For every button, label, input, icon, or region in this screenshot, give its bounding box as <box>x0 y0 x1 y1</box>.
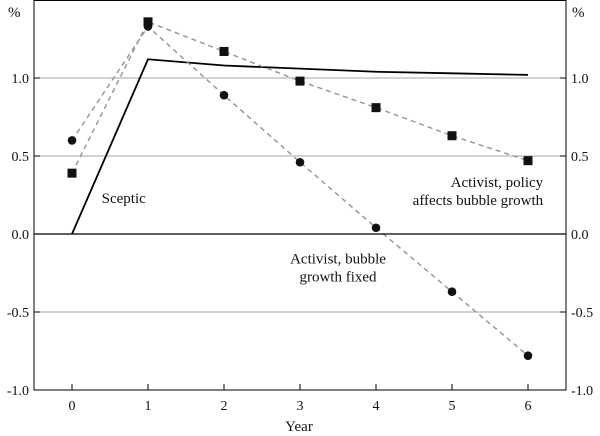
x-tick-label: 0 <box>69 399 76 414</box>
y-tick-label-right: 0.0 <box>571 228 589 243</box>
y-tick-label-right: 1.0 <box>571 72 589 87</box>
x-tick-label: 6 <box>525 399 532 414</box>
x-tick-label: 1 <box>145 399 152 414</box>
y-tick-label-left: 1.0 <box>12 72 30 87</box>
series-2 <box>67 22 533 360</box>
series-1 <box>67 17 533 178</box>
series-layer <box>67 17 533 360</box>
series-0 <box>71 58 529 235</box>
series-annotation: Activist, bubble growth fixed <box>290 252 386 286</box>
data-point-square <box>523 156 533 166</box>
data-point-square <box>371 103 381 113</box>
data-point-circle <box>143 22 153 31</box>
y-tick-label-left: 0.0 <box>12 228 30 243</box>
x-tick-label: 4 <box>373 399 380 414</box>
x-tick-label: 5 <box>449 399 456 414</box>
annotation-line: Activist, bubble <box>290 252 386 268</box>
data-point-circle <box>371 223 381 233</box>
series-annotation: Sceptic <box>102 191 146 207</box>
data-point-square <box>447 131 457 141</box>
y-tick-label-left: -0.5 <box>7 306 29 321</box>
annotation-line: Sceptic <box>102 191 146 207</box>
y-tick-label-right: 0.5 <box>571 150 589 165</box>
series-annotation: Activist, policy affects bubble growth <box>413 175 544 209</box>
annotation-line: growth fixed <box>299 270 377 286</box>
y-tick-label-left: 0.5 <box>12 150 30 165</box>
annotation-line: affects bubble growth <box>413 193 544 209</box>
y-tick-label-right: -0.5 <box>571 306 593 321</box>
data-point-square <box>219 46 229 56</box>
data-point-square <box>295 76 305 86</box>
y-tick-label-left: -1.0 <box>7 384 29 399</box>
data-point-circle <box>523 351 533 360</box>
axes-layer <box>33 0 567 391</box>
y-axis-unit-left: % <box>8 5 21 21</box>
y-axis-unit-right: % <box>572 5 585 21</box>
data-point-square <box>67 168 77 178</box>
y-tick-label-right: -1.0 <box>571 384 593 399</box>
x-tick-label: 3 <box>297 399 304 414</box>
data-point-circle <box>447 287 457 297</box>
data-point-square <box>143 17 153 27</box>
data-point-circle <box>295 157 305 167</box>
x-tick-label: 2 <box>221 399 228 414</box>
series-line <box>71 58 529 235</box>
annotation-line: Activist, policy <box>451 175 544 191</box>
data-point-circle <box>219 90 229 100</box>
x-axis-title: Year <box>285 419 313 435</box>
labels-layer: -1.0 -1.0 -0.5 -0.5 0.0 0.0 0.5 0.5 1.0 1.0 0 1 2 3 4 5… <box>7 72 593 414</box>
data-point-circle <box>67 136 77 145</box>
